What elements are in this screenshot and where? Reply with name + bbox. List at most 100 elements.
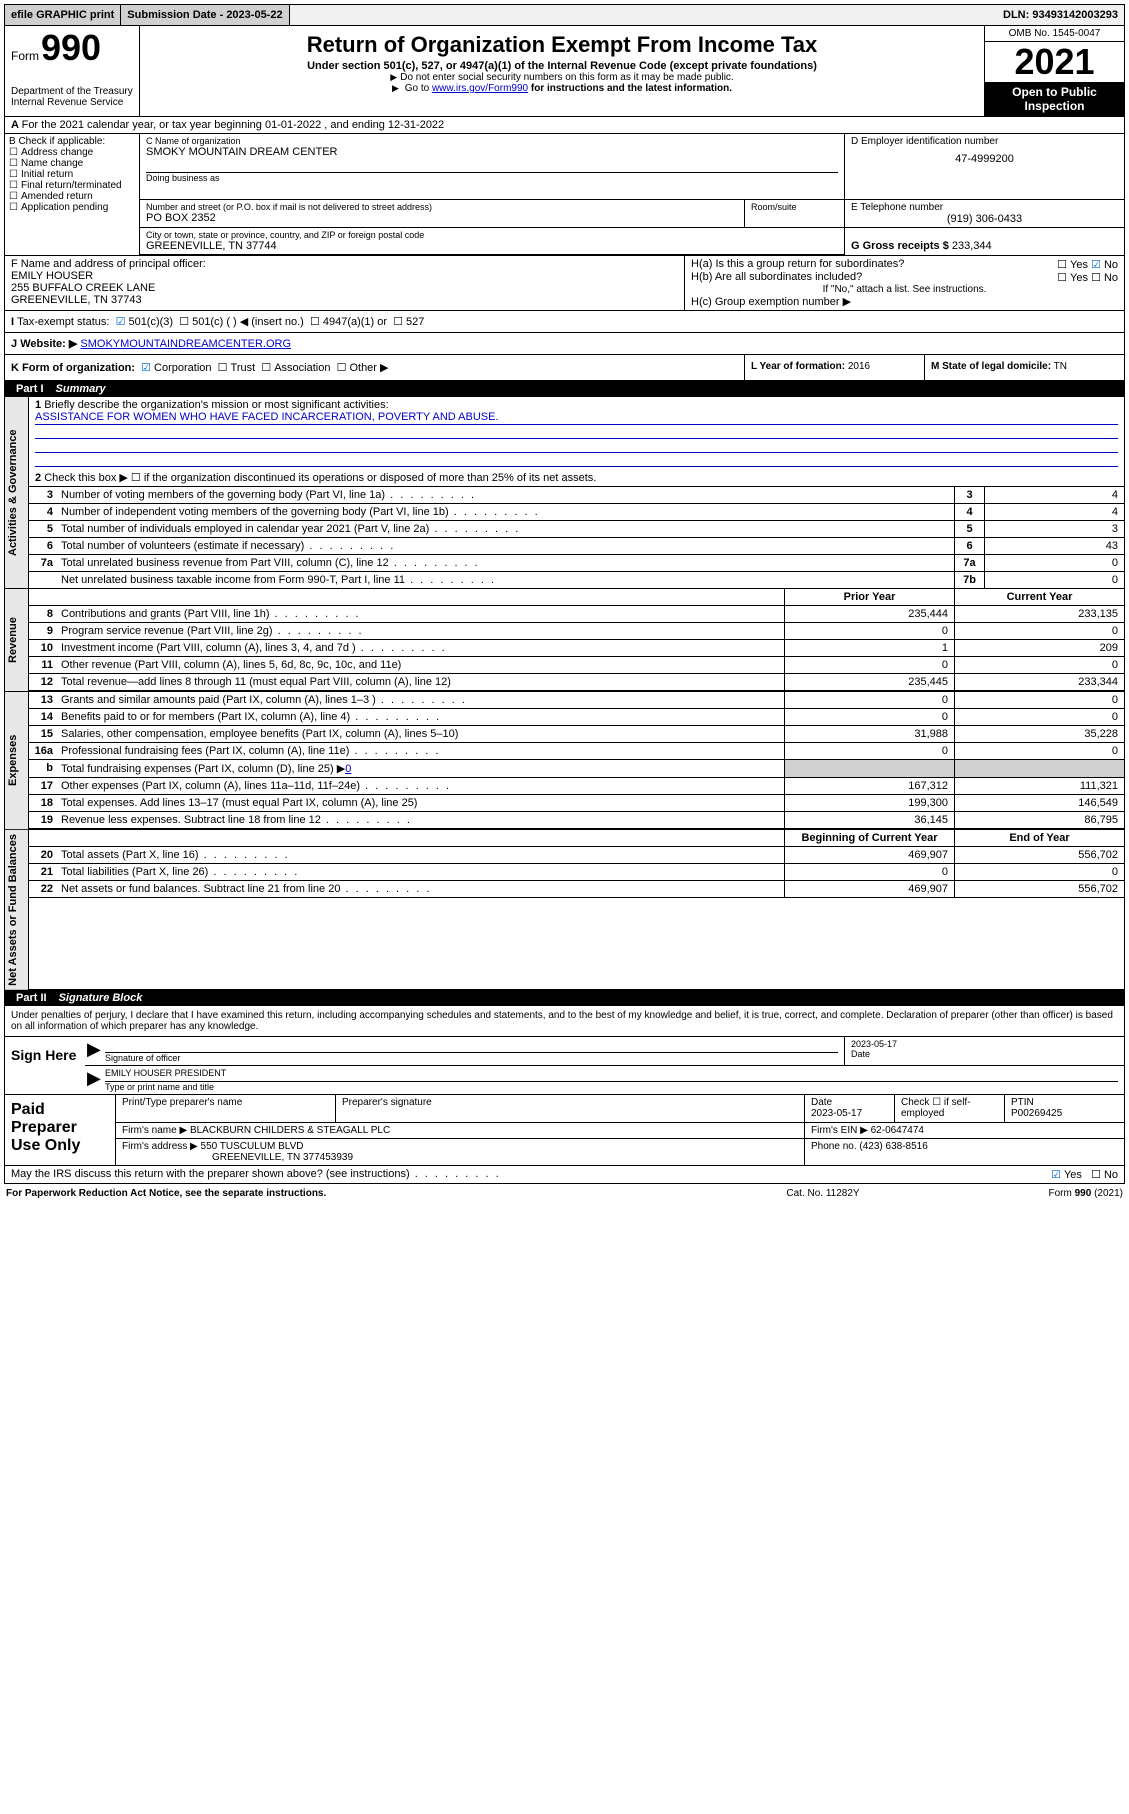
chk-other[interactable]: Other ▶	[337, 362, 389, 374]
line-14: 14Benefits paid to or for members (Part …	[29, 709, 1124, 726]
block-net-assets: Net Assets or Fund Balances Beginning of…	[4, 830, 1125, 991]
hb-yes[interactable]: Yes	[1057, 272, 1088, 284]
prep-date: Date2023-05-17	[804, 1095, 894, 1122]
block-expenses: Expenses 13Grants and similar amounts pa…	[4, 692, 1125, 830]
nab-col-hdr: Beginning of Current YearEnd of Year	[29, 830, 1124, 847]
chk-initial-return[interactable]: Initial return	[9, 169, 135, 180]
firm-phone: Phone no. (423) 638-8516	[804, 1139, 1124, 1165]
chk-trust[interactable]: Trust	[218, 362, 256, 374]
firm-name: Firm's name ▶ BLACKBURN CHILDERS & STEAG…	[115, 1123, 804, 1138]
sig-arrow-icon: ▶	[85, 1037, 99, 1065]
dln: DLN: 93493142003293	[997, 5, 1124, 25]
irs-link[interactable]: www.irs.gov/Form990	[432, 83, 528, 94]
chk-assoc[interactable]: Association	[261, 362, 330, 374]
officer-signature[interactable]: Signature of officer	[99, 1037, 844, 1065]
line-6: 6Total number of volunteers (estimate if…	[29, 538, 1124, 555]
row-i: I Tax-exempt status: 501(c)(3) 501(c) ( …	[4, 311, 1125, 333]
tax-year: 2021	[985, 42, 1124, 82]
row-fh: F Name and address of principal officer:…	[4, 256, 1125, 311]
chk-name-change[interactable]: Name change	[9, 158, 135, 169]
paid-preparer-block: Paid Preparer Use Only Print/Type prepar…	[4, 1095, 1125, 1166]
firm-address: Firm's address ▶ 550 TUSCULUM BLVDGREENE…	[115, 1139, 804, 1165]
addr-value: PO BOX 2352	[146, 212, 738, 224]
line-1-mission: 1 Briefly describe the organization's mi…	[29, 397, 1124, 469]
chk-corp[interactable]: Corporation	[141, 362, 211, 374]
form-990-label: Form 990	[11, 30, 133, 66]
dba-value	[146, 183, 838, 197]
side-expenses: Expenses	[5, 692, 29, 829]
col-k-form-org: K Form of organization: Corporation Trus…	[5, 355, 744, 380]
chk-amended[interactable]: Amended return	[9, 191, 135, 202]
line-21: 21Total liabilities (Part X, line 26)00	[29, 864, 1124, 881]
city-cell: City or town, state or province, country…	[140, 228, 844, 255]
line-20: 20Total assets (Part X, line 16)469,9075…	[29, 847, 1124, 864]
line-4: 4Number of independent voting members of…	[29, 504, 1124, 521]
chk-501c[interactable]: 501(c) ( ) ◀ (insert no.)	[179, 316, 304, 328]
col-l-year: L Year of formation: 2016	[744, 355, 924, 380]
chk-address-change[interactable]: Address change	[9, 147, 135, 158]
org-name-cell: C Name of organization SMOKY MOUNTAIN DR…	[140, 134, 844, 199]
tax-exempt-status: I Tax-exempt status: 501(c)(3) 501(c) ( …	[5, 311, 1124, 332]
chk-final-return[interactable]: Final return/terminated	[9, 180, 135, 191]
line-15: 15Salaries, other compensation, employee…	[29, 726, 1124, 743]
block-revenue: Revenue Prior YearCurrent Year 8Contribu…	[4, 589, 1125, 692]
efile-print-btn[interactable]: efile GRAPHIC print	[5, 5, 121, 25]
line-17: 17Other expenses (Part IX, column (A), l…	[29, 778, 1124, 795]
prep-self-employed[interactable]: Check ☐ if self-employed	[894, 1095, 1004, 1122]
ha-no[interactable]: No	[1091, 259, 1118, 271]
ha-yes[interactable]: Yes	[1057, 259, 1088, 271]
col-e-phone: E Telephone number (919) 306-0433	[844, 200, 1124, 227]
chk-4947[interactable]: 4947(a)(1) or	[310, 316, 387, 328]
part-i-header: Part I Summary	[4, 381, 1125, 397]
prep-signature[interactable]: Preparer's signature	[335, 1095, 804, 1122]
line-12: 12Total revenue—add lines 8 through 11 (…	[29, 674, 1124, 691]
room-cell: Room/suite	[744, 200, 844, 227]
hc-exemption: H(c) Group exemption number ▶	[691, 295, 1118, 308]
cat-no: Cat. No. 11282Y	[723, 1188, 923, 1199]
paid-preparer-label: Paid Preparer Use Only	[5, 1095, 115, 1165]
goto-note: Go to www.irs.gov/Form990 for instructio…	[148, 83, 976, 94]
block-identity: B Check if applicable: Address change Na…	[4, 134, 1125, 256]
chk-app-pending[interactable]: Application pending	[9, 202, 135, 213]
line-2: 2 Check this box ▶ ☐ if the organization…	[29, 469, 1124, 487]
form-title: Return of Organization Exempt From Incom…	[148, 32, 976, 58]
form-header: Form 990 Department of the Treasury Inte…	[4, 26, 1125, 117]
side-revenue: Revenue	[5, 589, 29, 691]
website-link[interactable]: SMOKYMOUNTAINDREAMCENTER.ORG	[80, 338, 291, 350]
sign-here-block: Sign Here ▶ Signature of officer 2023-05…	[4, 1036, 1125, 1095]
ssn-note: Do not enter social security numbers on …	[148, 72, 976, 83]
block-activities-governance: Activities & Governance 1 Briefly descri…	[4, 397, 1125, 589]
col-f-officer: F Name and address of principal officer:…	[5, 256, 684, 310]
col-b-checkboxes: B Check if applicable: Address change Na…	[5, 134, 140, 255]
paperwork-notice: For Paperwork Reduction Act Notice, see …	[6, 1188, 723, 1199]
line-7b: Net unrelated business taxable income fr…	[29, 572, 1124, 588]
chk-501c3[interactable]: 501(c)(3)	[116, 316, 174, 328]
prep-ptin: PTINP00269425	[1004, 1095, 1124, 1122]
chk-527[interactable]: 527	[393, 316, 424, 328]
header-middle: Return of Organization Exempt From Incom…	[140, 26, 984, 116]
phone-value: (919) 306-0433	[851, 213, 1118, 225]
irs-label: Internal Revenue Service	[11, 97, 133, 108]
top-bar: efile GRAPHIC print Submission Date - 20…	[4, 4, 1125, 26]
gross-receipts: 233,344	[952, 240, 992, 252]
discuss-no[interactable]: No	[1091, 1169, 1118, 1181]
sig-date: 2023-05-17Date	[844, 1037, 1124, 1065]
line-13: 13Grants and similar amounts paid (Part …	[29, 692, 1124, 709]
open-public-badge: Open to Public Inspection	[985, 82, 1124, 116]
col-g-receipts: G Gross receipts $ 233,344	[844, 228, 1124, 255]
discuss-yes[interactable]: Yes	[1051, 1169, 1082, 1181]
line-22: 22Net assets or fund balances. Subtract …	[29, 881, 1124, 898]
row-klm: K Form of organization: Corporation Trus…	[4, 355, 1125, 381]
irs-discuss-row: May the IRS discuss this return with the…	[4, 1166, 1125, 1184]
prep-name: Print/Type preparer's name	[115, 1095, 335, 1122]
sig-arrow-icon-2: ▶	[85, 1066, 99, 1094]
hb-no[interactable]: No	[1091, 272, 1118, 284]
row-j-website: J Website: ▶ SMOKYMOUNTAINDREAMCENTER.OR…	[4, 333, 1125, 355]
line-11: 11Other revenue (Part VIII, column (A), …	[29, 657, 1124, 674]
side-nab: Net Assets or Fund Balances	[5, 830, 29, 990]
col-m-state: M State of legal domicile: TN	[924, 355, 1124, 380]
part-ii-header: Part II Signature Block	[4, 990, 1125, 1006]
line-9: 9Program service revenue (Part VIII, lin…	[29, 623, 1124, 640]
header-left: Form 990 Department of the Treasury Inte…	[5, 26, 140, 116]
officer-addr2: GREENEVILLE, TN 37743	[11, 294, 678, 306]
